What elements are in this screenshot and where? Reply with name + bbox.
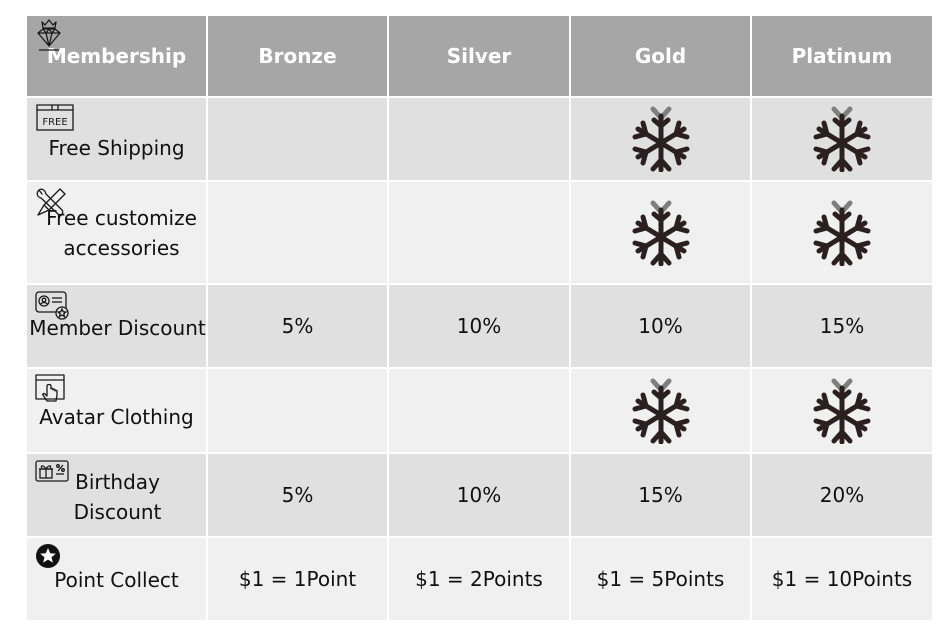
cell-avatar-clothing-platinum xyxy=(750,367,934,454)
free-box-icon: FREE xyxy=(36,104,74,131)
snowflake-icon xyxy=(810,106,874,172)
member-card-icon xyxy=(35,291,69,320)
header-membership: Membership xyxy=(25,14,208,98)
benefit-label: Point Collect xyxy=(54,568,179,592)
star-badge-icon xyxy=(36,544,60,568)
benefit-member-discount: Member Discount xyxy=(25,283,208,369)
snowflake-icon xyxy=(810,378,874,444)
cell-member-discount-silver: 10% xyxy=(387,283,571,369)
snowflake-icon xyxy=(629,106,693,172)
cell-avatar-clothing-gold xyxy=(569,367,752,454)
snowflake-icon xyxy=(810,200,874,266)
benefit-label: Avatar Clothing xyxy=(39,404,194,429)
cell-member-discount-gold: 10% xyxy=(569,283,752,369)
cell-point-collect-platinum: $1 = 10Points xyxy=(750,536,934,622)
cell-point-collect-gold: $1 = 5Points xyxy=(569,536,752,622)
benefit-label: Member Discount xyxy=(29,316,206,340)
header-silver: Silver xyxy=(387,14,571,98)
cell-birthday-discount-silver: 10% xyxy=(387,452,571,538)
cell-free-customize-bronze xyxy=(206,180,389,285)
diamond-crown-icon xyxy=(37,19,61,51)
cell-free-customize-silver xyxy=(387,180,571,285)
snowflake-icon xyxy=(629,200,693,266)
membership-table: Membership Bronze Silver Gold Platinum F… xyxy=(25,14,934,622)
cell-free-shipping-gold xyxy=(569,96,752,182)
benefit-label: Free Shipping xyxy=(48,136,185,160)
cell-birthday-discount-gold: 15% xyxy=(569,452,752,538)
row-birthday-discount: Birthday Discount 5% 10% 15% 20% xyxy=(25,452,934,538)
row-avatar-clothing: Avatar Clothing xyxy=(25,367,934,454)
cell-free-shipping-silver xyxy=(387,96,571,182)
cell-avatar-clothing-bronze xyxy=(206,367,389,454)
benefit-avatar-clothing: Avatar Clothing xyxy=(25,367,208,454)
header-platinum: Platinum xyxy=(750,14,934,98)
cell-free-shipping-platinum xyxy=(750,96,934,182)
header-gold: Gold xyxy=(569,14,752,98)
tools-icon xyxy=(36,188,66,216)
benefit-point-collect: Point Collect xyxy=(25,536,208,622)
benefit-label: Free customize accessories xyxy=(46,205,197,260)
row-member-discount: Member Discount 5% 10% 10% 15% xyxy=(25,283,934,369)
cell-avatar-clothing-silver xyxy=(387,367,571,454)
row-point-collect: Point Collect $1 = 1Point $1 = 2Points $… xyxy=(25,536,934,622)
cell-point-collect-silver: $1 = 2Points xyxy=(387,536,571,622)
header-bronze: Bronze xyxy=(206,14,389,98)
header-row: Membership Bronze Silver Gold Platinum xyxy=(25,14,934,98)
row-free-shipping: FREE Free Shipping xyxy=(25,96,934,182)
gift-coupon-icon xyxy=(35,460,69,482)
cell-member-discount-bronze: 5% xyxy=(206,283,389,369)
cell-free-customize-gold xyxy=(569,180,752,285)
cell-free-shipping-bronze xyxy=(206,96,389,182)
row-free-customize: Free customize accessories xyxy=(25,180,934,285)
cell-point-collect-bronze: $1 = 1Point xyxy=(206,536,389,622)
cell-birthday-discount-bronze: 5% xyxy=(206,452,389,538)
cell-member-discount-platinum: 15% xyxy=(750,283,934,369)
free-label: FREE xyxy=(42,117,67,128)
cell-free-customize-platinum xyxy=(750,180,934,285)
benefit-birthday-discount: Birthday Discount xyxy=(25,452,208,538)
membership-label: Membership xyxy=(46,44,187,68)
benefit-free-customize: Free customize accessories xyxy=(25,180,208,285)
benefit-free-shipping: FREE Free Shipping xyxy=(25,96,208,182)
cell-birthday-discount-platinum: 20% xyxy=(750,452,934,538)
touch-screen-icon xyxy=(35,374,65,402)
benefit-label: Birthday Discount xyxy=(73,470,162,524)
snowflake-icon xyxy=(629,378,693,444)
